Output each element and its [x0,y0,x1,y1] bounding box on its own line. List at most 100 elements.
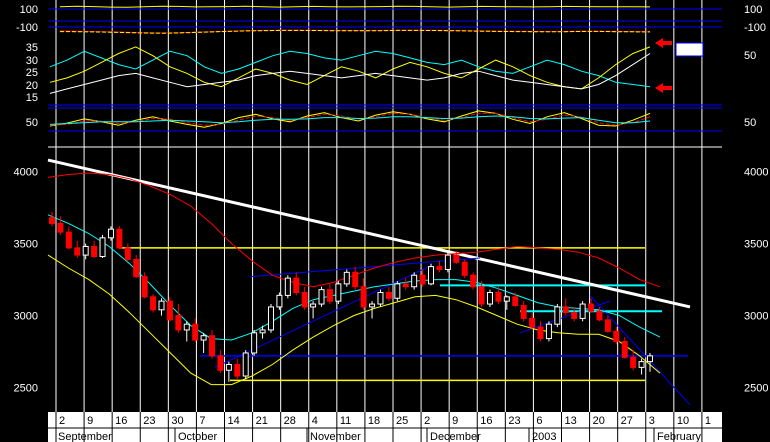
series-line [49,50,651,88]
candle-down [604,319,611,332]
downtrend-line [47,158,691,309]
date-tick-label: 7 [199,415,205,427]
candle-up [82,245,89,256]
candle-down [453,254,460,263]
candle-up [377,292,384,305]
candle-down [175,315,182,331]
adx-legend-label: ADX [679,45,700,56]
channel-line [249,257,481,278]
date-tick-label: 2 [59,415,65,427]
candle-down [124,247,131,260]
candle-down [470,274,477,288]
candle-down [141,276,148,298]
candle-down [512,296,519,306]
candle-up [545,323,552,340]
y-tick-label: -100 [744,22,766,34]
candle-down [478,286,485,305]
adx-markers: ADX [655,38,704,93]
candle-down [562,306,569,314]
date-tick-label: 30 [171,415,183,427]
candle-down [419,274,426,285]
candle-down [301,292,308,308]
adx-panel [49,46,651,94]
candle-down [326,289,333,302]
month-label: February [657,431,702,442]
date-tick-label: 14 [228,415,240,427]
candle-down [116,228,123,249]
y-tick-label: 100 [20,4,38,16]
date-tick-label: 11 [340,415,351,427]
candle-up [225,363,232,371]
candle-down [495,292,502,302]
y-tick-label: 20 [26,80,38,92]
candle-down [385,292,392,299]
candle-up [242,352,249,377]
candle-up [343,271,350,285]
date-tick-label: 23 [508,415,520,427]
candle-down [57,222,64,233]
price-panel [47,158,691,406]
y-tick-label: 50 [26,117,38,129]
month-label: December [430,431,481,442]
y-tick-label: 100 [744,4,762,16]
candle-up [444,254,451,270]
candle-down [166,300,173,321]
candle-up [284,277,291,296]
candle-up [99,237,106,258]
candle-down [49,217,55,224]
candle-down [217,355,224,371]
price-tick-label: 2500 [744,383,768,395]
date-tick-label: 18 [368,415,380,427]
candle-down [150,296,157,311]
candle-down [91,245,98,258]
price-tick-label: 3500 [744,239,768,251]
candle-up [251,332,258,354]
price-tick-label: 2500 [14,383,38,395]
arrow-icon [655,83,672,93]
candle-up [486,292,493,305]
candle-up [267,306,274,331]
candle-up [411,274,418,288]
candle-up [369,303,376,308]
series-line [49,53,651,94]
candle-up [335,283,342,302]
series-line [49,110,651,128]
y-tick-label: 30 [26,55,38,67]
candle-up [647,355,653,363]
price-tick-label: 4000 [14,167,38,179]
candle-down [621,340,628,358]
price-tick-label: 3000 [744,311,768,323]
y-tick-label: 50 [744,50,756,62]
candle-down [596,310,603,321]
downtrend-channel-line [589,295,691,406]
candle-down [352,271,359,288]
candle-down [630,356,637,368]
candle-down [360,286,367,308]
stochastic-panel [49,110,651,128]
date-tick-label: 16 [115,415,127,427]
candle-down [65,231,72,249]
candle-down [461,261,468,276]
candle-up [318,289,325,305]
candle-up [259,329,266,334]
date-tick-label: 21 [256,415,268,427]
candle-down [520,304,527,319]
y-tick-label: 25 [26,67,38,79]
date-tick-label: 4 [312,415,318,427]
date-tick-label: 2 [424,415,430,427]
date-tick-label: 20 [593,415,605,427]
y-tick-label: 35 [26,42,38,54]
date-tick-label: 9 [87,415,93,427]
y-tick-label: 50 [744,117,756,129]
date-axis: 2 9 16 23 30 7 14 21 28 4 11 18 25 2 9 16 23 6 13 20 27 3 10 1 S… [48,412,722,442]
month-label: September [58,431,112,442]
candle-down [234,363,241,377]
candle-down [436,266,443,270]
candle-up [503,296,510,302]
candle-up [107,228,114,239]
price-tick-label: 3000 [14,311,38,323]
date-tick-label: 28 [284,415,296,427]
